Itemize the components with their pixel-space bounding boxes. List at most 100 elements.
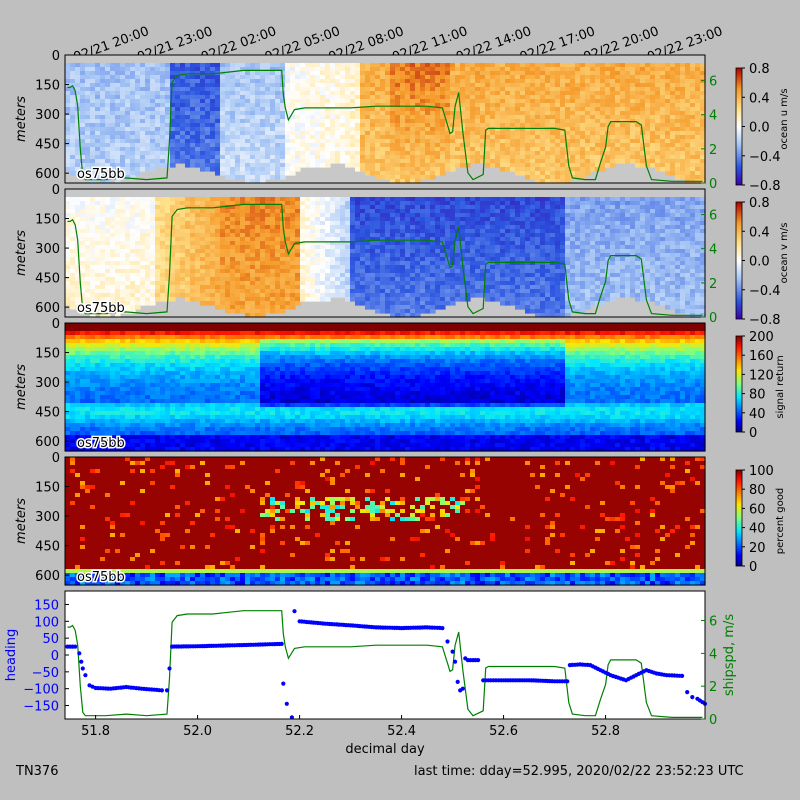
heatmap-cell — [320, 119, 326, 124]
heatmap-cell — [125, 285, 131, 290]
heatmap-cell — [130, 221, 136, 226]
heatmap-cell — [75, 197, 81, 202]
heatmap-cell — [445, 71, 451, 76]
heatmap-cell — [160, 71, 166, 76]
heatmap-cell — [655, 63, 661, 68]
heatmap-cell — [355, 107, 361, 112]
heatmap-cell — [400, 119, 406, 124]
heatmap-cell — [165, 67, 171, 72]
heatmap-cell — [155, 261, 161, 266]
heatmap-cell — [215, 273, 221, 278]
heatmap-cell — [365, 107, 371, 112]
heatmap-cell — [530, 139, 536, 144]
heatmap-cell — [305, 265, 311, 270]
heatmap-cell — [270, 119, 276, 124]
heatmap-cell — [140, 163, 146, 168]
heatmap-cell — [180, 289, 186, 294]
heatmap-cell — [245, 261, 251, 266]
heatmap-cell — [420, 143, 426, 148]
heatmap-cell — [290, 209, 296, 214]
heatmap-cell — [555, 131, 561, 136]
heatmap-cell — [610, 87, 616, 92]
heatmap-cell — [265, 95, 271, 100]
heatmap-cell — [240, 71, 246, 76]
heatmap-cell — [125, 305, 131, 310]
heatmap-cell — [80, 151, 86, 156]
heatmap-cell — [130, 75, 136, 80]
heatmap-cell — [260, 265, 266, 270]
heatmap-cell — [430, 67, 436, 72]
heatmap-cell — [665, 115, 671, 120]
heatmap-cell — [370, 107, 376, 112]
heatmap-cell — [70, 131, 76, 136]
heatmap-cell — [200, 237, 206, 242]
heatmap-cell — [125, 257, 131, 262]
heatmap-cell — [210, 131, 216, 136]
heatmap-cell — [105, 201, 111, 206]
heatmap-cell — [505, 139, 511, 144]
heatmap-cell — [415, 71, 421, 76]
heatmap-cell — [140, 233, 146, 238]
heatmap-cell — [285, 163, 291, 168]
heatmap-cell — [565, 131, 571, 136]
heatmap-cell — [600, 167, 606, 172]
heatmap-cell — [695, 103, 701, 108]
heatmap-cell — [350, 123, 356, 128]
heatmap-cell — [485, 111, 491, 116]
heatmap-cell — [525, 95, 531, 100]
heatmap-cell — [270, 63, 276, 68]
heatmap-cell — [80, 205, 86, 210]
heatmap-cell — [420, 107, 426, 112]
heatmap-cell — [595, 131, 601, 136]
heatmap-cell — [465, 151, 471, 156]
heatmap-cell — [335, 87, 341, 92]
heatmap-cell — [570, 103, 576, 108]
heatmap-cell — [70, 229, 76, 234]
heatmap-cell — [265, 115, 271, 120]
heatmap-cell — [595, 111, 601, 116]
heatmap-cell — [280, 167, 286, 172]
heatmap-cell — [565, 111, 571, 116]
heatmap-cell — [615, 99, 621, 104]
heatmap-cell — [465, 135, 471, 140]
heatmap-cell — [690, 135, 696, 140]
heatmap-cell — [85, 233, 91, 238]
heatmap-cell — [260, 197, 266, 202]
heatmap-cell — [515, 83, 521, 88]
heatmap-cell — [135, 95, 141, 100]
heatmap-cell — [170, 83, 176, 88]
heatmap-cell — [300, 297, 306, 302]
heatmap-cell — [150, 301, 156, 306]
heatmap-cell — [305, 229, 311, 234]
heatmap-cell — [310, 205, 316, 210]
heatmap-cell — [505, 131, 511, 136]
heatmap-cell — [555, 119, 561, 124]
heatmap-cell — [105, 87, 111, 92]
heatmap-cell — [480, 127, 486, 132]
heatmap-cell — [415, 119, 421, 124]
heatmap-cell — [285, 91, 291, 96]
heatmap-cell — [195, 289, 201, 294]
heatmap-cell — [120, 269, 126, 274]
heatmap-cell — [275, 241, 281, 246]
heatmap-cell — [340, 103, 346, 108]
heatmap-cell — [80, 269, 86, 274]
heatmap-cell — [75, 285, 81, 290]
heatmap-cell — [430, 155, 436, 160]
heatmap-cell — [245, 217, 251, 222]
heatmap-cell — [560, 123, 566, 128]
heatmap-cell — [440, 67, 446, 72]
heatmap-cell — [135, 155, 141, 160]
heatmap-cell — [355, 79, 361, 84]
heatmap-cell — [225, 119, 231, 124]
heatmap-cell — [95, 163, 101, 168]
heatmap-cell — [155, 87, 161, 92]
heatmap-cell — [455, 151, 461, 156]
heatmap-cell — [700, 71, 706, 76]
heatmap-cell — [105, 155, 111, 160]
heatmap-cell — [220, 87, 226, 92]
heatmap-cell — [210, 201, 216, 206]
heatmap-cell — [650, 155, 656, 160]
heatmap-cell — [530, 107, 536, 112]
heatmap-cell — [365, 111, 371, 116]
